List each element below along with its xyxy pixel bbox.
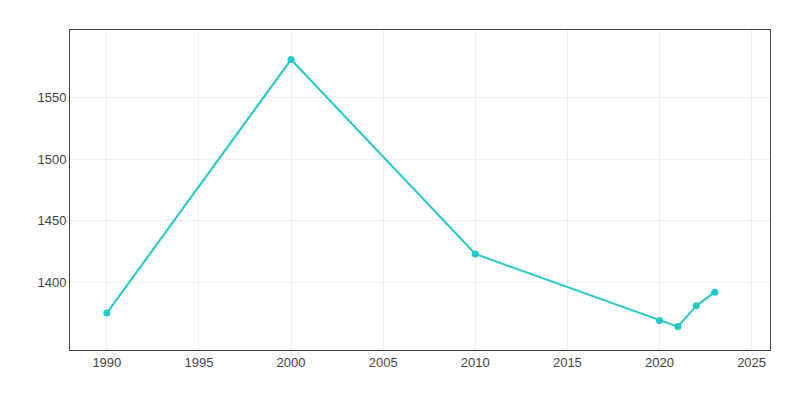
svg-text:2010: 2010 (461, 355, 490, 370)
svg-text:2015: 2015 (553, 355, 582, 370)
svg-text:1500: 1500 (37, 152, 66, 167)
svg-text:1990: 1990 (92, 355, 121, 370)
svg-text:1400: 1400 (37, 275, 66, 290)
svg-text:2005: 2005 (369, 355, 398, 370)
svg-text:2000: 2000 (277, 355, 306, 370)
svg-text:1550: 1550 (37, 90, 66, 105)
svg-text:2020: 2020 (645, 355, 674, 370)
svg-text:1450: 1450 (37, 213, 66, 228)
svg-text:2025: 2025 (737, 355, 766, 370)
svg-text:1995: 1995 (184, 355, 213, 370)
